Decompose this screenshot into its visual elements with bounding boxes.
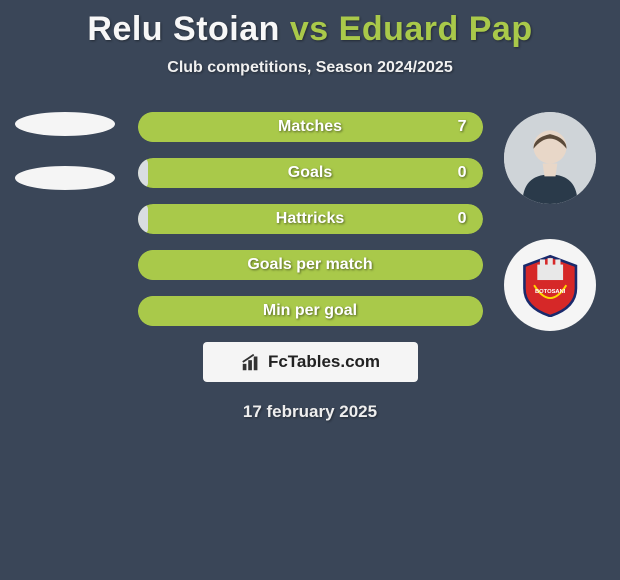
page-title: Relu Stoian vs Eduard Pap: [0, 0, 620, 49]
chart-icon: [240, 351, 262, 373]
player1-name: Relu Stoian: [87, 10, 280, 48]
stats-bars: Matches 7 Goals 0 Hattricks 0 Goals per …: [138, 112, 483, 326]
stat-bar-hattricks: Hattricks 0: [138, 204, 483, 234]
club1-placeholder: [15, 166, 115, 190]
left-column: [10, 112, 120, 220]
stat-bar-goals-per-match: Goals per match: [138, 250, 483, 280]
player2-avatar: [504, 112, 596, 204]
club-logo-icon: BOTOSANI: [518, 253, 582, 317]
player2-name: Eduard Pap: [339, 10, 533, 48]
avatar-icon: [504, 112, 596, 204]
bar-value: 0: [458, 210, 467, 228]
brand-text: FcTables.com: [268, 352, 380, 372]
right-column: BOTOSANI: [500, 112, 600, 331]
stat-bar-matches: Matches 7: [138, 112, 483, 142]
bar-label: Hattricks: [276, 210, 344, 228]
bar-value: 0: [458, 164, 467, 182]
bar-label: Goals: [288, 164, 332, 182]
date-label: 17 february 2025: [0, 402, 620, 422]
bar-label: Matches: [278, 118, 342, 136]
content-area: BOTOSANI Matches 7 Goals 0 Hattricks 0 G…: [0, 112, 620, 422]
bar-label: Min per goal: [263, 302, 357, 320]
player1-placeholder: [15, 112, 115, 136]
svg-text:BOTOSANI: BOTOSANI: [535, 289, 566, 295]
brand-badge: FcTables.com: [203, 342, 418, 382]
subtitle: Club competitions, Season 2024/2025: [0, 59, 620, 77]
bar-fill: [138, 204, 148, 234]
bar-fill: [138, 158, 148, 188]
stat-bar-goals: Goals 0: [138, 158, 483, 188]
bar-value: 7: [458, 118, 467, 136]
bar-label: Goals per match: [247, 256, 372, 274]
stat-bar-min-per-goal: Min per goal: [138, 296, 483, 326]
club2-logo: BOTOSANI: [504, 239, 596, 331]
vs-label: vs: [290, 10, 329, 48]
